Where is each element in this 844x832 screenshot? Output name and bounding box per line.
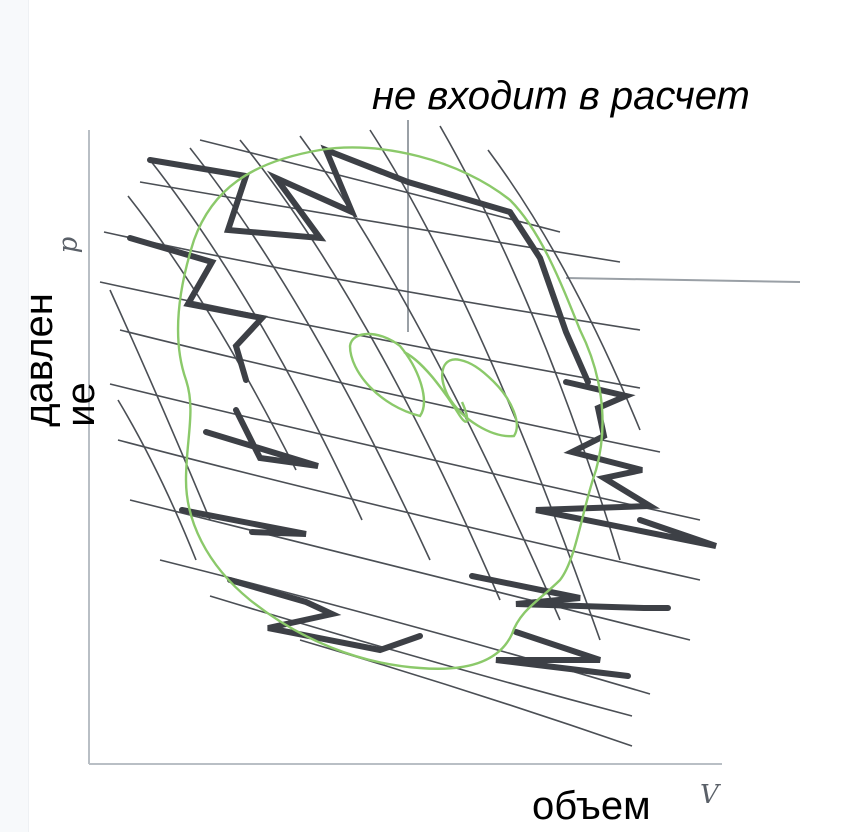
curve-a2 <box>139 181 621 263</box>
axes <box>88 130 722 765</box>
curve-b1 <box>127 195 297 471</box>
zigzag-bottom-left <box>227 577 423 654</box>
zigzag-left-mid <box>203 407 319 469</box>
curve-b7 <box>439 125 621 561</box>
curve-a4 <box>99 281 641 389</box>
inner-green-loop-mid <box>403 350 469 423</box>
zigzag-top <box>147 144 513 242</box>
y-axis-label-line1: давлен <box>17 293 61 427</box>
curve-family-b <box>109 125 641 641</box>
zigzag-left-low <box>179 507 307 537</box>
inner-green-loop-right <box>441 358 518 438</box>
curve-b5 <box>299 135 561 621</box>
curve-b8 <box>487 149 641 431</box>
left-margin-strip <box>0 0 29 832</box>
curve-a3 <box>103 231 641 331</box>
y-axis-label: давлен ие <box>17 293 103 427</box>
inner-green-loop-left <box>348 332 426 418</box>
zigzag-upper-left <box>127 235 268 383</box>
green-contour <box>176 146 604 670</box>
curve-b9 <box>109 289 211 521</box>
y-axis-label-line2: ие <box>59 382 103 427</box>
reference-lines <box>407 120 801 332</box>
curve-a10 <box>209 595 633 717</box>
curve-b10 <box>117 399 197 561</box>
y-axis-letter: p <box>53 236 84 254</box>
excluded-region-note: не входит в расчет <box>372 74 750 118</box>
zigzag-bottom-right <box>469 573 671 611</box>
bold-zigzag-lines <box>127 144 717 679</box>
outer-green-loop <box>176 146 604 670</box>
zigzag-right-top <box>507 209 591 385</box>
x-axis-letter: V <box>700 780 719 810</box>
y-axis-label-wrap: давлен ие <box>8 262 112 458</box>
curve-a1 <box>199 139 561 233</box>
zigzag-right-mid <box>535 379 717 549</box>
curve-a8 <box>129 499 691 641</box>
zigzag-bottom <box>495 629 631 679</box>
horizontal-reference-line <box>565 277 801 283</box>
curve-b3 <box>189 147 431 561</box>
curve-family-a <box>99 139 701 747</box>
x-axis-label: объем <box>532 784 651 828</box>
